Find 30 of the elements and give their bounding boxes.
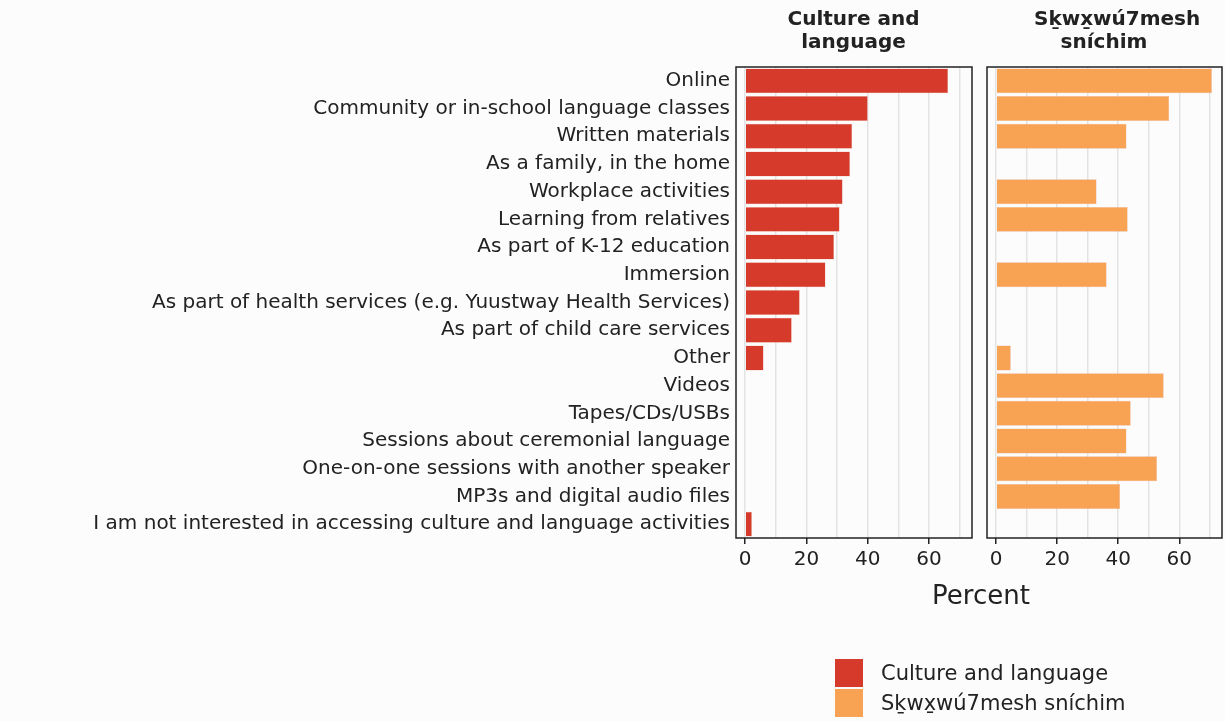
y-tick-label: Written materials: [556, 122, 730, 147]
y-tick-label: As part of child care services: [440, 316, 730, 341]
x-tick-label: 60: [916, 546, 942, 571]
x-axis-title: Percent: [931, 580, 1031, 610]
y-tick-label: As part of health services (e.g. Yuustway Health Services): [152, 288, 730, 313]
x-tick-label: 60: [1166, 546, 1192, 571]
y-tick-label: As a family, in the home: [486, 150, 730, 175]
y-tick-label: Videos: [663, 371, 730, 396]
x-tick-label: 40: [855, 546, 881, 571]
y-tick-label: Sessions about ceremonial language: [362, 427, 730, 452]
x-tick-label: 20: [1044, 546, 1070, 571]
x-tick-label: 0: [738, 546, 752, 571]
y-tick-label: I am not interested in accessing culture and language activities: [93, 510, 730, 535]
y-tick-label: As part of K-12 education: [477, 233, 730, 258]
y-tick-label: Learning from relatives: [498, 205, 730, 230]
y-tick-label: Other: [673, 344, 731, 369]
chart-title: Culture and language: [786, 6, 921, 53]
x-tick-label: 40: [1105, 546, 1131, 571]
legend-label: Sḵwx̱wú7mesh sníchim: [881, 691, 1126, 715]
x-tick-label: 0: [989, 546, 1003, 571]
y-tick-label: Community or in-school language classes: [313, 94, 730, 119]
y-tick-label: MP3s and digital audio files: [456, 482, 730, 507]
chart-title: Sḵwx̱wú7mesh sníchim: [1034, 6, 1201, 53]
y-tick-label: Online: [665, 67, 730, 92]
legend-label: Culture and language: [881, 661, 1109, 685]
y-tick-label: One-on-one sessions with another speaker: [302, 454, 731, 479]
x-tick-label: 20: [793, 546, 820, 571]
y-tick-label: Immersion: [623, 261, 730, 285]
y-tick-label: Workplace activities: [529, 177, 730, 202]
y-tick-label: Tapes/CDs/USBs: [567, 399, 730, 424]
